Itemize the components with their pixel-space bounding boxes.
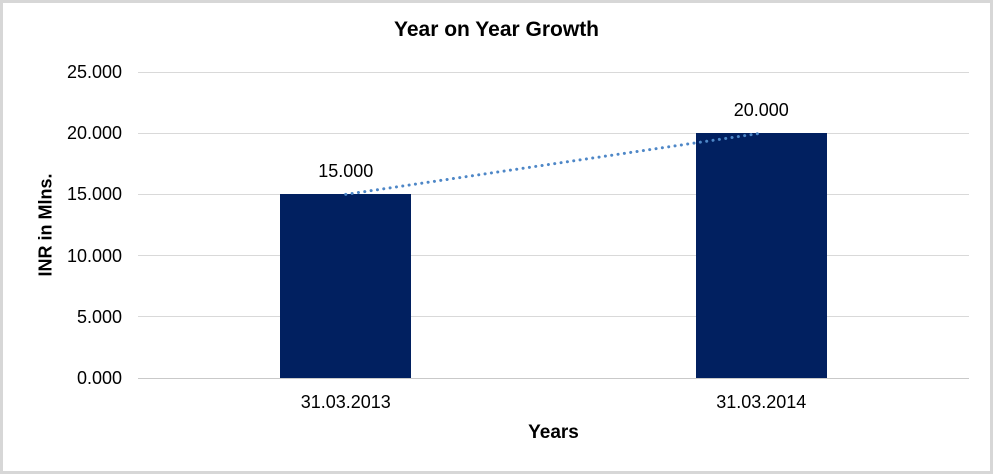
x-tick-label: 31.03.2013 xyxy=(300,392,391,412)
gridline xyxy=(138,193,969,195)
x-axis-title: Years xyxy=(528,422,579,443)
x-tick-label: 31.03.2014 xyxy=(716,392,807,412)
chart-bar xyxy=(280,194,412,378)
y-tick-label: 0.000 xyxy=(76,368,122,388)
gridline xyxy=(138,71,969,73)
trendline xyxy=(344,131,763,196)
y-tick-label: 25.000 xyxy=(66,62,122,82)
gridline xyxy=(138,255,969,257)
gridline xyxy=(138,132,969,134)
bar-data-label: 20.000 xyxy=(733,100,789,121)
y-tick-label: 5.000 xyxy=(76,306,122,327)
gridline xyxy=(138,316,969,318)
y-tick-label: 10.000 xyxy=(66,245,122,266)
trendline-path xyxy=(344,131,763,196)
plot-area: 15.000 20.000 xyxy=(138,71,969,379)
chart-bar xyxy=(695,133,827,378)
x-axis-line xyxy=(138,377,969,379)
chart-title: Year on Year Growth xyxy=(393,18,600,41)
bar-data-label: 15.000 xyxy=(318,161,374,182)
y-tick-label: 15.000 xyxy=(66,184,122,205)
y-tick-label: 20.000 xyxy=(66,123,122,144)
